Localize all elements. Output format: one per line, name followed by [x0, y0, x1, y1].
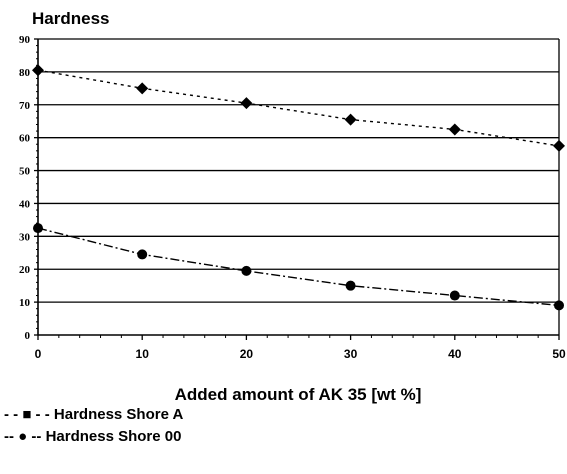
data-point-diamond	[553, 139, 565, 152]
y-tick-label: 30	[19, 231, 31, 243]
legend-label: Hardness Shore 00	[45, 428, 182, 445]
data-point-circle	[241, 265, 252, 276]
x-tick-label: 10	[136, 347, 150, 361]
data-point-circle	[137, 249, 148, 260]
data-point-circle	[345, 280, 356, 291]
x-axis-label: Added amount of AK 35 [wt %]	[175, 385, 422, 404]
x-tick-label: 0	[35, 347, 42, 361]
x-tick-label: 20	[240, 347, 254, 361]
x-tick-label: 30	[344, 347, 358, 361]
data-point-diamond	[32, 64, 44, 77]
y-tick-label: 0	[25, 330, 31, 342]
data-point-diamond	[136, 82, 149, 95]
y-tick-label: 70	[19, 100, 31, 112]
y-tick-label: 40	[19, 198, 31, 210]
y-tick-label: 10	[19, 297, 31, 309]
data-point-diamond	[344, 113, 357, 126]
x-tick-label: 50	[552, 347, 566, 361]
series-shore-a	[32, 64, 565, 152]
legend-label: Hardness Shore A	[53, 406, 184, 423]
y-tick-label: 80	[19, 67, 31, 79]
y-tick-label: 60	[19, 133, 31, 145]
x-tick-label: 40	[448, 347, 462, 361]
data-point-circle	[554, 300, 564, 311]
legend-line-circle-icon: -- ● --	[4, 428, 42, 445]
grid	[38, 38, 559, 303]
legend-line-square-icon: - - ■ - -	[4, 406, 50, 423]
y-tick-label: 50	[19, 166, 31, 178]
legend: - - ■ - - Hardness Shore A -- ● -- Hardn…	[4, 404, 183, 448]
data-point-circle	[33, 223, 43, 234]
axes	[34, 38, 560, 340]
y-axis-label: Hardness	[32, 9, 109, 28]
legend-item-shore-00: -- ● -- Hardness Shore 00	[4, 426, 183, 448]
series-layer	[32, 64, 565, 311]
tick-labels: 0 10 20 30 40 50 60 70 80 90 0 10 20 30 40 50	[19, 34, 566, 361]
legend-item-shore-a: - - ■ - - Hardness Shore A	[4, 404, 183, 426]
y-tick-label: 20	[19, 264, 31, 276]
series-line	[37, 69, 560, 147]
series-line	[37, 227, 560, 307]
y-tick-label: 90	[19, 34, 31, 46]
data-point-diamond	[240, 97, 253, 110]
series-shore-00	[33, 223, 564, 311]
data-point-diamond	[448, 123, 461, 136]
data-point-circle	[449, 290, 460, 301]
